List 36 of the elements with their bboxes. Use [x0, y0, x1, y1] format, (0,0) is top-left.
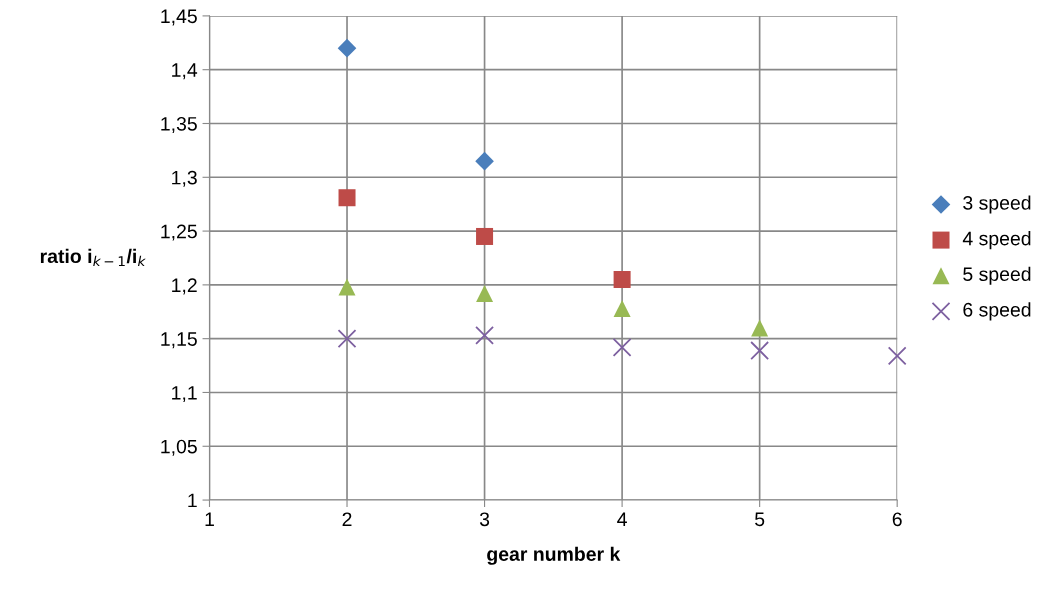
x-tick-label: 3 [479, 512, 490, 527]
x-tick-label: 5 [755, 512, 765, 527]
point [338, 189, 356, 207]
x-tick-label: 2 [342, 512, 352, 526]
point [338, 278, 356, 296]
y-tick-label: 1,35 [161, 116, 197, 134]
y-tick-label: 1,1 [172, 386, 197, 402]
y-axis-title: ratio i$_{k−1}$/i$_{k}$ [40, 248, 146, 267]
point [613, 300, 631, 318]
point [613, 270, 631, 289]
y-tick-label: 1,25 [161, 224, 197, 241]
x-tick-label: 6 [892, 512, 902, 527]
point [475, 151, 494, 171]
x-axis-title: gear number k [487, 546, 621, 565]
point [476, 227, 494, 245]
legend-label: 5 speed [963, 266, 1031, 285]
y-tick-label: 1,2 [172, 278, 197, 295]
point [476, 284, 494, 302]
point [337, 329, 357, 349]
y-tick-label: 1 [188, 493, 197, 508]
point [751, 319, 769, 337]
point [475, 326, 494, 345]
x-tick-label: 1 [205, 512, 214, 526]
x-tick-label: 4 [617, 512, 627, 526]
y-tick-label: 1,3 [172, 170, 197, 187]
y-tick-label: 1,4 [172, 63, 198, 80]
legend-label: 4 speed [962, 231, 1031, 250]
y-tick-label: 1,05 [161, 439, 197, 456]
point [887, 346, 907, 366]
y-tick-label: 1,45 [161, 9, 197, 26]
point [337, 38, 357, 58]
legend-label: 3 speed [963, 195, 1031, 214]
point [750, 341, 770, 360]
y-tick-label: 1,15 [161, 332, 197, 349]
point [612, 337, 632, 357]
legend-label: 6 speed [963, 302, 1031, 321]
